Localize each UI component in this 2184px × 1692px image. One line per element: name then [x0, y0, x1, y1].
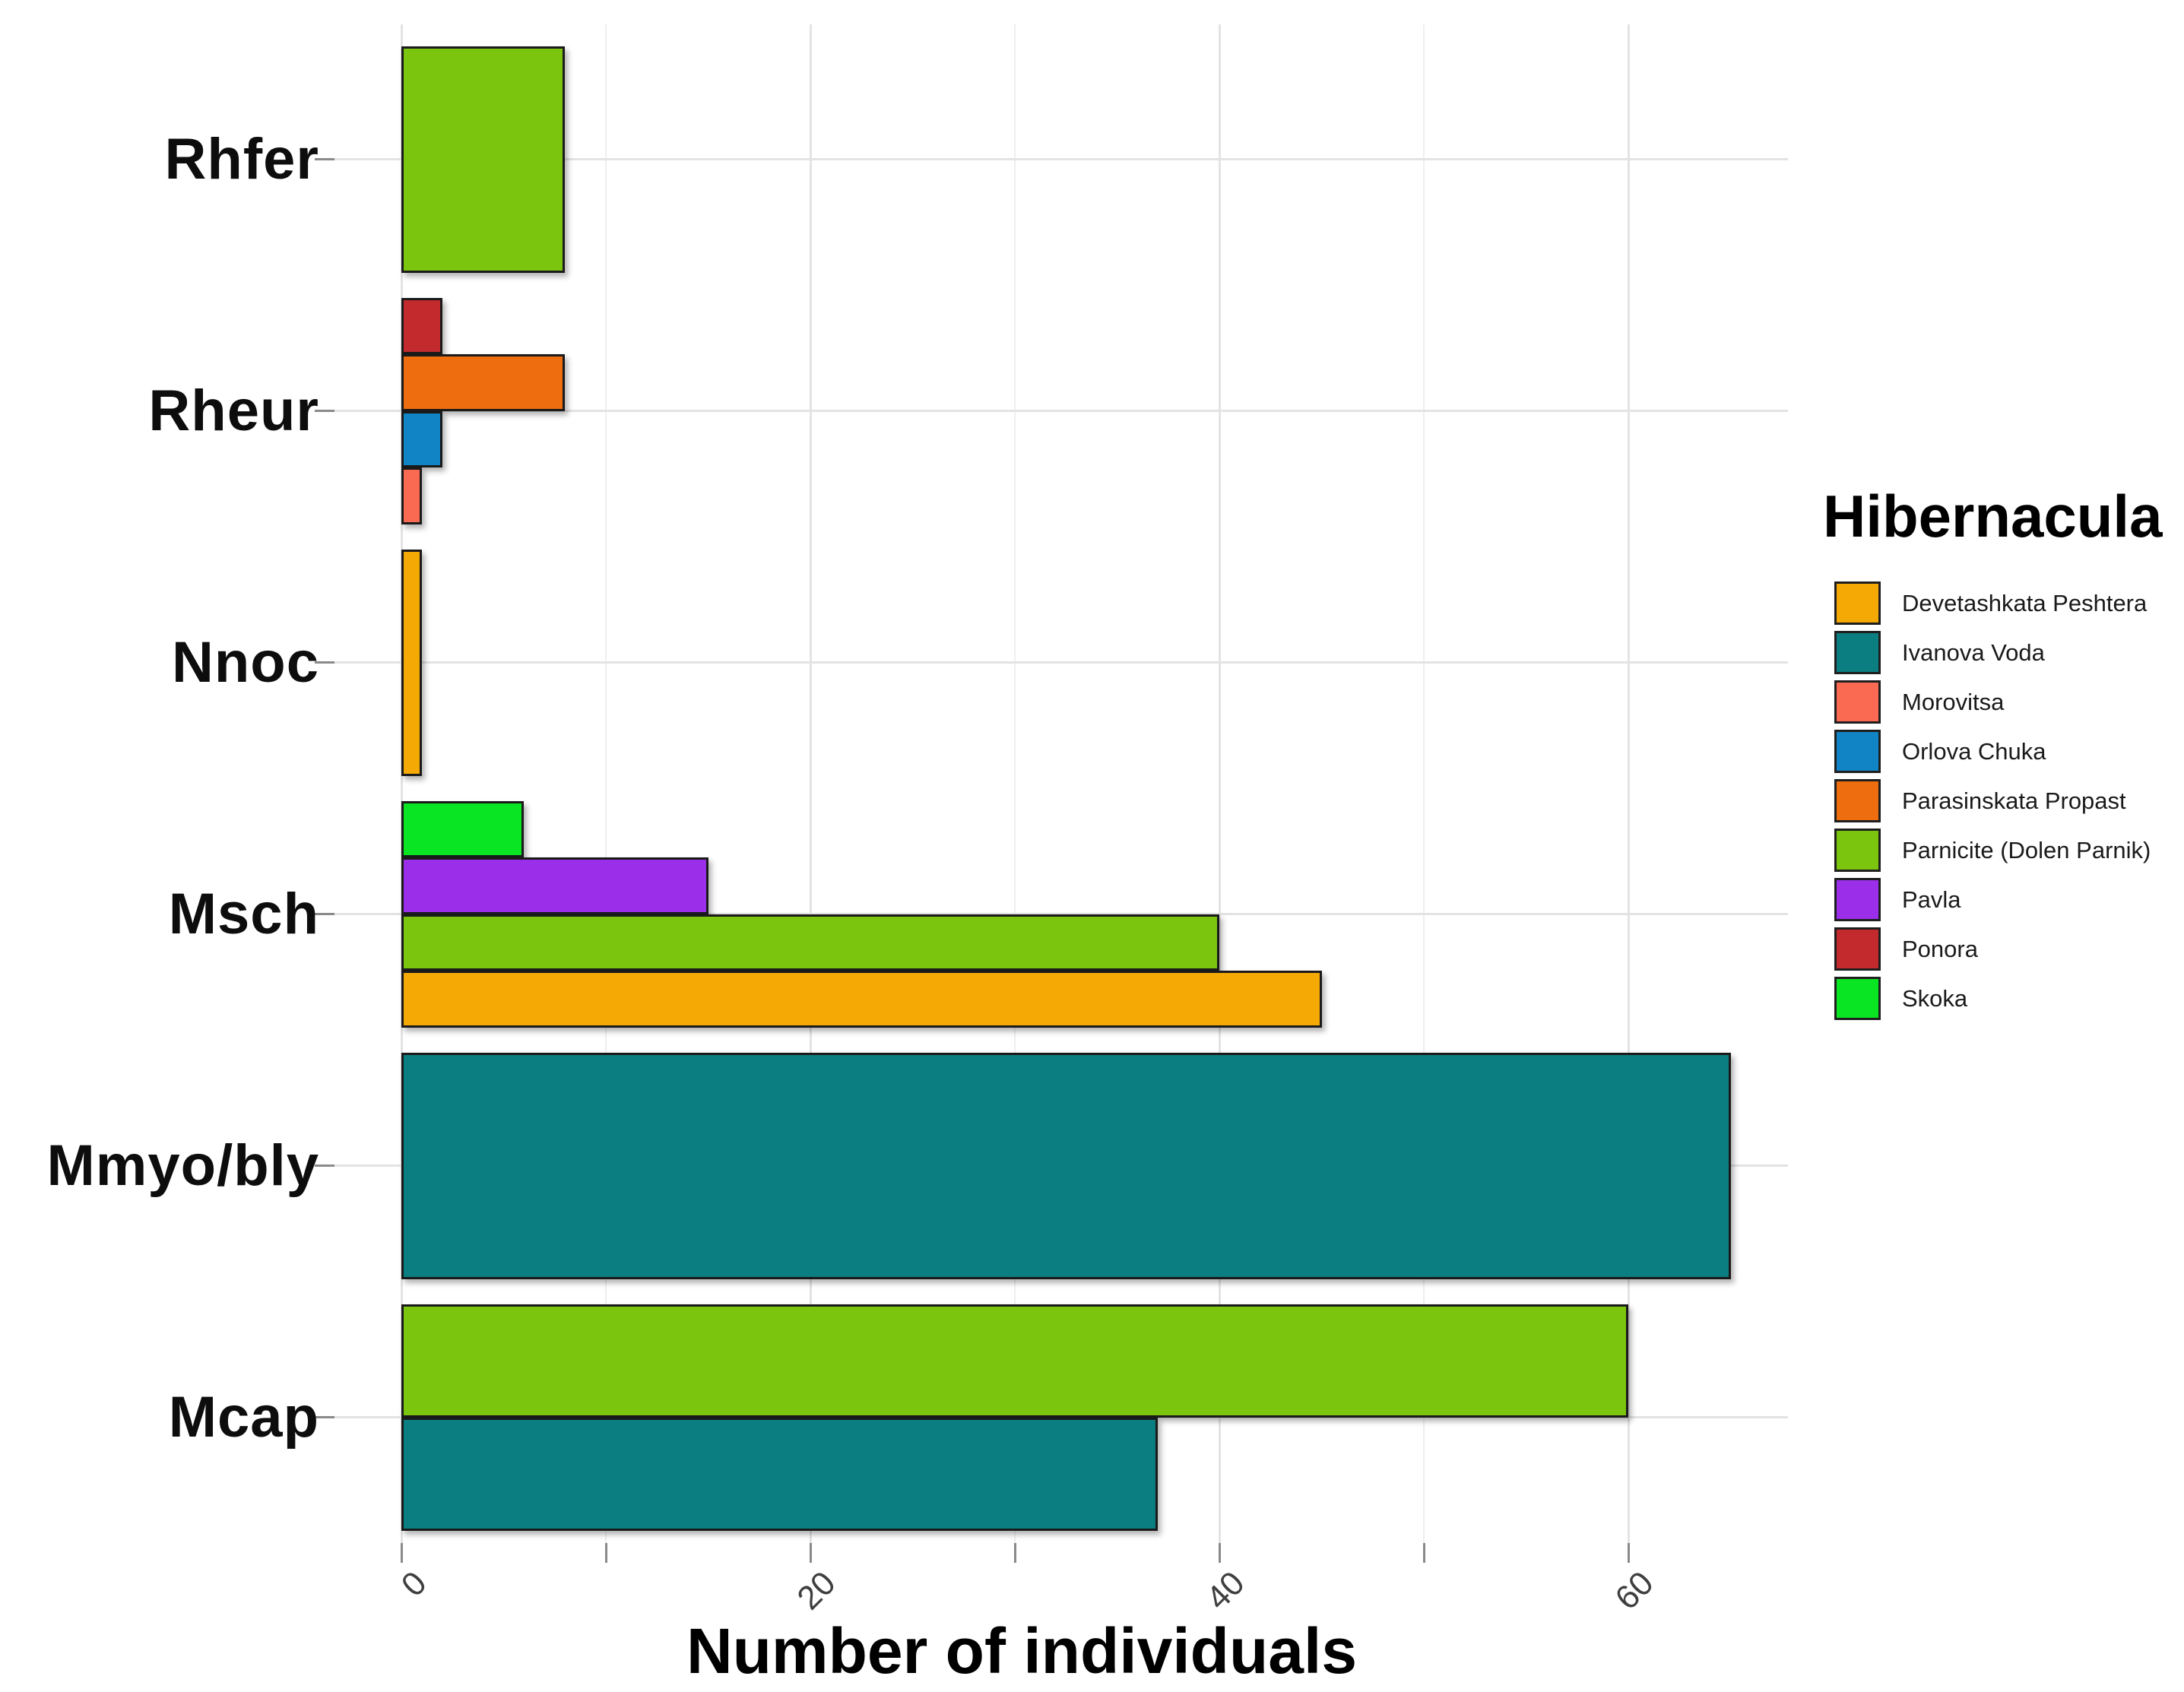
- y-axis-label-mcap: Mcap: [168, 1385, 319, 1450]
- legend-label-parasinskata-propast: Parasinskata Propast: [1902, 787, 2126, 814]
- legend-label-pavla: Pavla: [1902, 886, 1961, 913]
- x-minor-gridline-50: [1423, 24, 1425, 1543]
- x-major-gridline-0: [400, 24, 403, 1543]
- y-gridline-rhfer: [334, 158, 1788, 160]
- x-minor-gridline-30: [1014, 24, 1016, 1543]
- x-tick-40: [1218, 1543, 1221, 1563]
- bar-mcap-ivanova-voda: [401, 1417, 1159, 1531]
- legend-label-parnicite-dolen-parnik: Parnicite (Dolen Parnik): [1902, 836, 2151, 863]
- y-tick-rheur: [315, 410, 334, 412]
- x-axis-title: Number of individuals: [686, 1615, 1358, 1687]
- bar-rheur-morovitsa: [401, 467, 422, 524]
- y-axis-label-rhfer: Rhfer: [164, 127, 319, 192]
- x-major-gridline-60: [1627, 24, 1630, 1543]
- y-axis-label-mmyo-bly: Mmyo/bly: [46, 1133, 319, 1198]
- legend-swatch-devetashkata-peshtera: [1834, 581, 1881, 625]
- y-axis-label-nnoc: Nnoc: [172, 630, 319, 695]
- x-tick-50: [1422, 1543, 1425, 1563]
- x-minor-gridline-10: [605, 24, 607, 1543]
- bar-rhfer-parnicite-dolen-parnik: [401, 46, 566, 273]
- y-tick-msch: [315, 913, 334, 915]
- bar-msch-pavla: [401, 857, 708, 914]
- bar-rheur-ponora: [401, 297, 442, 354]
- legend-label-morovitsa: Morovitsa: [1902, 688, 2005, 715]
- bar-mmyo-bly-ivanova-voda: [401, 1052, 1731, 1279]
- legend-swatch-ivanova-voda: [1834, 631, 1881, 674]
- x-tick-label-0: 0: [394, 1564, 434, 1604]
- legend-label-devetashkata-peshtera: Devetashkata Peshtera: [1902, 589, 2148, 616]
- legend-swatch-morovitsa: [1834, 680, 1881, 724]
- x-tick-20: [809, 1543, 812, 1563]
- legend-title: Hibernacula: [1823, 483, 2163, 550]
- x-tick-10: [604, 1543, 607, 1563]
- legend-swatch-ponora: [1834, 927, 1881, 971]
- y-axis-label-msch: Msch: [168, 882, 319, 946]
- y-tick-mcap: [315, 1416, 334, 1418]
- y-gridline-rheur: [334, 410, 1788, 412]
- x-tick-30: [1013, 1543, 1016, 1563]
- legend-label-orlova-chuka: Orlova Chuka: [1902, 737, 2046, 765]
- legend-swatch-skoka: [1834, 977, 1881, 1020]
- legend-swatch-pavla: [1834, 878, 1881, 921]
- x-tick-0: [400, 1543, 403, 1563]
- x-major-gridline-40: [1218, 24, 1221, 1543]
- legend-swatch-parasinskata-propast: [1834, 779, 1881, 822]
- bar-rheur-parasinskata-propast: [401, 354, 566, 411]
- bar-msch-parnicite-dolen-parnik: [401, 914, 1219, 971]
- x-tick-label-60: 60: [1608, 1564, 1661, 1618]
- y-gridline-nnoc: [334, 661, 1788, 664]
- y-tick-mmyo-bly: [315, 1164, 334, 1167]
- y-tick-rhfer: [315, 158, 334, 160]
- legend-label-ponora: Ponora: [1902, 935, 1978, 962]
- legend-label-skoka: Skoka: [1902, 984, 1968, 1012]
- y-axis-label-rheur: Rheur: [148, 379, 319, 443]
- legend-swatch-orlova-chuka: [1834, 730, 1881, 773]
- y-tick-nnoc: [315, 661, 334, 664]
- x-tick-60: [1627, 1543, 1630, 1563]
- legend-label-ivanova-voda: Ivanova Voda: [1902, 638, 2045, 666]
- x-major-gridline-20: [809, 24, 812, 1543]
- bar-nnoc-devetashkata-peshtera: [401, 549, 422, 776]
- bar-rheur-orlova-chuka: [401, 410, 442, 467]
- bar-msch-devetashkata-peshtera: [401, 971, 1322, 1028]
- legend-swatch-parnicite-dolen-parnik: [1834, 829, 1881, 872]
- bar-msch-skoka: [401, 800, 525, 857]
- bar-mcap-parnicite-dolen-parnik: [401, 1304, 1628, 1418]
